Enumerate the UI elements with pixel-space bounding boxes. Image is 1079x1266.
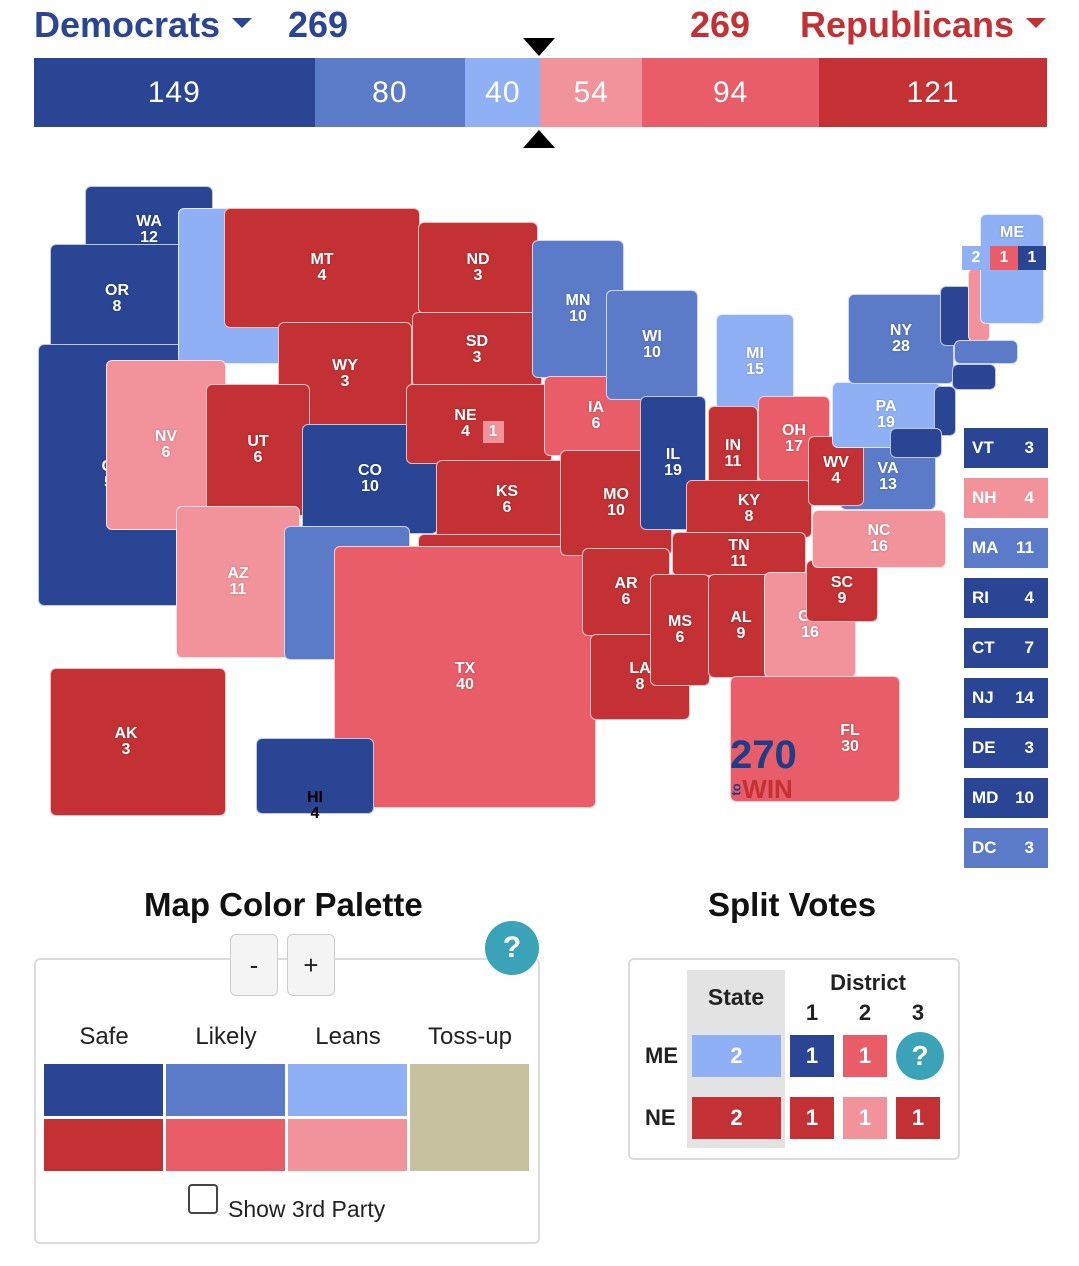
state-ct-map[interactable] (952, 364, 996, 390)
split-district-header: District (830, 970, 906, 995)
logo-win: WIN (742, 774, 793, 804)
swatch-safe-rep[interactable] (44, 1119, 163, 1171)
ne-box-ma[interactable]: MA 11 (964, 528, 1048, 568)
state-nd[interactable]: ND 3 (418, 222, 538, 314)
logo-to: to (728, 783, 744, 796)
bar-segment-safe-rep[interactable]: 121 (819, 58, 1047, 127)
split-ne-district-2[interactable]: 1 (843, 1097, 887, 1139)
ne-box-vt[interactable]: VT 3 (964, 428, 1048, 468)
bar-segment-safe-dem[interactable]: 149 (34, 58, 315, 127)
ne-box-nj[interactable]: NJ 14 (964, 678, 1048, 718)
split-ne-district-3[interactable]: 1 (896, 1097, 940, 1139)
state-fl[interactable]: FL 30 (730, 676, 900, 802)
state-or[interactable]: OR 8 (50, 244, 184, 354)
electoral-vote-bar: 149 80 40 54 94 121 (34, 58, 1047, 127)
state-ms[interactable]: MS 6 (650, 574, 710, 686)
ne-box-de[interactable]: DE 3 (964, 728, 1048, 768)
ne-box-nh[interactable]: NH 4 (964, 478, 1048, 518)
split-votes-title: Split Votes (708, 886, 877, 923)
split-district-col-3: 3 (911, 1000, 925, 1025)
split-ne-district-1[interactable]: 1 (790, 1097, 834, 1139)
split-district-col-2: 2 (858, 1000, 872, 1025)
swatch-safe-dem[interactable] (44, 1064, 163, 1116)
bar-segment-likely-dem[interactable]: 80 (314, 58, 466, 127)
ne-box-ct[interactable]: CT 7 (964, 628, 1048, 668)
state-ks[interactable]: KS 6 (436, 460, 578, 540)
state-az[interactable]: AZ 11 (176, 506, 300, 658)
state-sd[interactable]: SD 3 (412, 312, 542, 388)
split-votes-panel (628, 958, 960, 1160)
split-ne-state[interactable]: 2 (692, 1097, 781, 1139)
democrats-dropdown[interactable]: Democrats (34, 4, 253, 46)
state-ky[interactable]: KY 8 (686, 480, 812, 538)
state-wi[interactable]: WI 10 (606, 290, 698, 400)
palette-col-tossup: Toss-up (427, 1023, 513, 1050)
swatch-lean-rep[interactable] (288, 1119, 407, 1171)
swatch-lean-dem[interactable] (288, 1064, 407, 1116)
republicans-total: 269 (690, 4, 751, 45)
chevron-down-icon (1026, 18, 1047, 29)
ne-box-ri[interactable]: RI 4 (964, 578, 1048, 618)
chevron-down-icon (232, 18, 253, 29)
democrats-label: Democrats (34, 4, 221, 45)
republicans-label: Republicans (800, 4, 1015, 45)
palette-col-likely: Likely (195, 1023, 257, 1050)
palette-help-icon[interactable]: ? (485, 921, 539, 975)
split-state-header: State (707, 984, 765, 1010)
midpoint-marker-bottom-icon (523, 130, 555, 148)
swatch-likely-dem[interactable] (166, 1064, 285, 1116)
third-party-label: Show 3rd Party (228, 1196, 386, 1222)
me-state-box[interactable]: 2 (962, 246, 990, 270)
republicans-dropdown[interactable]: Republicans (800, 4, 1047, 46)
state-mt[interactable]: MT 4 (224, 208, 420, 328)
state-hi[interactable]: HI 4 (256, 738, 374, 822)
state-ne[interactable]: NE 4 1 (406, 384, 552, 464)
split-row-me-label: ME (645, 1043, 678, 1068)
split-me-district-1[interactable]: 1 (790, 1035, 834, 1077)
state-al[interactable]: AL 9 (708, 574, 774, 678)
swatch-likely-rep[interactable] (166, 1119, 285, 1171)
ne-box-md[interactable]: MD 10 (964, 778, 1048, 818)
state-nc[interactable]: NC 16 (812, 510, 946, 568)
state-ma-map[interactable] (954, 340, 1018, 364)
state-tx[interactable]: TX 40 (334, 546, 596, 808)
bar-segment-likely-rep[interactable]: 94 (642, 58, 820, 127)
ne-box-dc[interactable]: DC 3 (964, 828, 1048, 868)
state-ny[interactable]: NY 28 (848, 294, 954, 384)
split-me-state[interactable]: 2 (692, 1035, 781, 1077)
me-district-2-box[interactable]: 1 (1018, 246, 1046, 270)
logo-number: 270 (730, 733, 797, 777)
third-party-checkbox[interactable] (188, 1184, 218, 1214)
palette-minus-button[interactable]: - (230, 934, 278, 996)
ne-district-box[interactable]: 1 (482, 421, 504, 443)
swatch-tossup[interactable] (410, 1064, 529, 1171)
bar-segment-lean-rep[interactable]: 54 (540, 58, 643, 127)
palette-title: Map Color Palette (144, 886, 423, 923)
palette-plus-button[interactable]: + (287, 934, 335, 996)
me-district-1-box[interactable]: 1 (990, 246, 1018, 270)
state-sc[interactable]: SC 9 (806, 560, 878, 622)
state-ak[interactable]: AK 3 (50, 668, 226, 816)
palette-col-safe: Safe (79, 1023, 129, 1050)
split-row-ne-label: NE (645, 1105, 676, 1130)
state-md-map[interactable] (890, 428, 942, 458)
state-tn[interactable]: TN 11 (672, 532, 806, 576)
state-ut[interactable]: UT 6 (206, 384, 310, 516)
split-district-col-1: 1 (805, 1000, 819, 1025)
palette-col-leans: Leans (315, 1023, 381, 1050)
state-mi[interactable]: MI 15 (716, 314, 794, 410)
bar-segment-lean-dem[interactable]: 40 (465, 58, 541, 127)
split-me-district-2[interactable]: 1 (843, 1035, 887, 1077)
state-nj-map[interactable] (934, 386, 956, 436)
split-help-icon[interactable]: ? (896, 1032, 944, 1080)
270towin-logo: 270 to WIN (728, 733, 797, 805)
midpoint-marker-top-icon (523, 38, 555, 56)
democrats-total: 269 (288, 4, 349, 45)
state-il[interactable]: IL 19 (640, 396, 706, 530)
